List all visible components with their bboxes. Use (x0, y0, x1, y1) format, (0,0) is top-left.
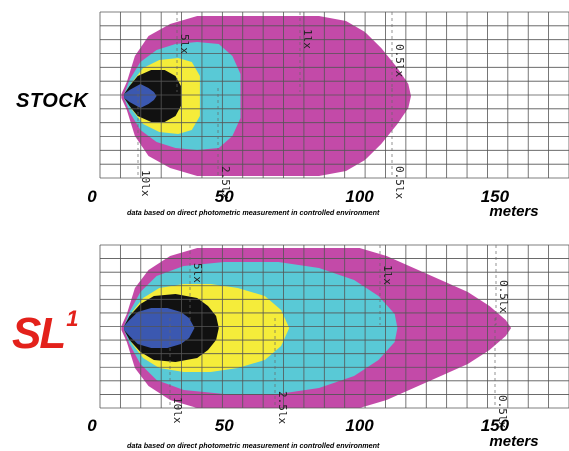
contour-core (124, 308, 195, 348)
sl1-logo: SL1 (12, 308, 79, 358)
isoline-label: 5lx (191, 263, 204, 283)
isoline-label: 0.5lx (497, 280, 510, 313)
stock-chart-svg: 5lx 1lx 0.5lx 10lx 2.5lx 0.5lx 0 50 100 150meters… (87, 11, 569, 220)
isoline-label: 1lx (381, 265, 394, 285)
sl1-logo-sup: 1 (66, 306, 78, 332)
unit-label: meters (489, 203, 538, 220)
isoline-label: 0.5lx (393, 166, 406, 199)
x-tick-label: 150 (481, 416, 510, 435)
x-tick-label: 100 (345, 416, 374, 435)
footnote: data based on direct photometric measure… (127, 441, 380, 450)
isoline-label: 0.5lx (496, 395, 509, 428)
footnote: data based on direct photometric measure… (127, 208, 380, 217)
sl1-chart-svg: 5lx 1lx 0.5lx 10lx 2.5lx 0.5lx 0 50 100 150meters… (87, 244, 569, 450)
x-tick-label: 50 (215, 416, 234, 435)
isoline-label: 10lx (139, 170, 152, 197)
x-tick-label: 100 (345, 187, 374, 206)
stock-chart: 5lx 1lx 0.5lx 10lx 2.5lx 0.5lx 0 50 100 150 meters… (0, 0, 569, 225)
contour-core (124, 84, 157, 108)
isoline-label: 2.5lx (219, 166, 232, 199)
isoline-label: 0.5lx (393, 44, 406, 77)
x-tick-label: 0 (87, 416, 97, 435)
x-tick-label: 0 (87, 187, 97, 206)
sl1-logo-text: SL (12, 309, 66, 358)
x-tick-label: 50 (215, 187, 234, 206)
isoline-label: 10lx (171, 397, 184, 424)
sl1-chart: 5lx 1lx 0.5lx 10lx 2.5lx 0.5lx 0 50 100 150 meters… (0, 225, 569, 451)
isoline-label: 5lx (178, 34, 191, 54)
x-tick-label: 150 (481, 187, 510, 206)
stock-label: STOCK (16, 90, 89, 112)
unit-label: meters (489, 433, 538, 450)
isoline-label: 1lx (301, 29, 314, 49)
isoline-label: 2.5lx (276, 391, 289, 424)
